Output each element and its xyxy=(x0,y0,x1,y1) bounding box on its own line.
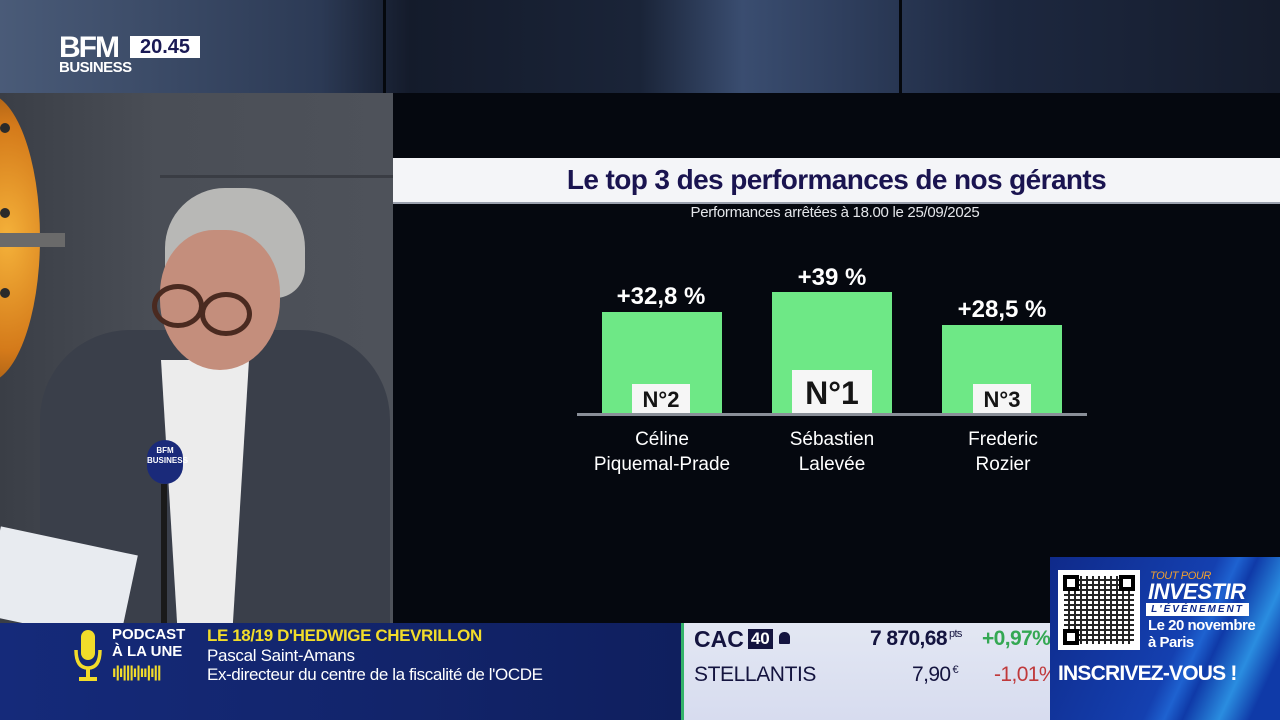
promo-date-line2: à Paris xyxy=(1148,634,1194,651)
bar-name-line1: Frederic xyxy=(968,429,1038,450)
chart-baseline xyxy=(577,413,1087,416)
qr-finder xyxy=(1119,575,1135,591)
microphone-icon: BFM BUSINESS xyxy=(147,440,188,484)
index-name: CAC 40 xyxy=(694,625,790,653)
screen-divider xyxy=(383,0,386,93)
bar-name-line1: Sébastien xyxy=(789,429,875,450)
guest-name: Pascal Saint-Amans xyxy=(207,646,355,665)
presenter-shirt xyxy=(161,360,249,630)
chart-title: Le top 3 des performances de nos gérants xyxy=(566,164,1107,195)
index-change: +0,97% xyxy=(982,627,1051,650)
clock: 20.45 xyxy=(130,36,200,58)
podcast-label-line1: PODCAST xyxy=(112,626,186,643)
stock-value-text: 7,90 xyxy=(912,663,951,686)
index-number-badge: 40 xyxy=(747,629,773,649)
stock-unit: € xyxy=(952,664,959,676)
rank-badge: N°2 xyxy=(632,384,690,414)
index-value-text: 7 870,68 xyxy=(870,627,948,650)
index-name-text: CAC xyxy=(694,626,744,652)
index-value: 7 870,68 pts xyxy=(870,627,962,651)
lock-icon xyxy=(778,632,790,644)
rank-badge: N°1 xyxy=(792,370,872,414)
promo-brand: INVESTIR xyxy=(1148,579,1246,604)
vault-bolt xyxy=(0,123,10,133)
stock-change: -1,01% xyxy=(994,663,1058,686)
bar-name-line1: Céline xyxy=(635,429,689,450)
vault-bolt xyxy=(0,288,10,298)
promo-date-line1: Le 20 novembre xyxy=(1148,617,1256,634)
bar-name-line2: Rozier xyxy=(975,454,1031,475)
promo-tag: L'ÉVÉNEMENT xyxy=(1146,603,1249,616)
podcast-label-line2: À LA UNE xyxy=(112,643,183,660)
podcast-microphone-icon xyxy=(72,628,104,689)
bar-value-label: +39 % xyxy=(797,264,867,291)
qr-code[interactable] xyxy=(1058,570,1140,650)
market-ticker xyxy=(681,623,1053,720)
stock-value: 7,90 € xyxy=(912,663,959,687)
wall-panel-line xyxy=(160,175,393,178)
qr-finder xyxy=(1063,575,1079,591)
chart-subtitle: Performances arrêtées à 18.00 le 25/09/2… xyxy=(690,204,980,221)
stock-name: STELLANTIS xyxy=(694,663,817,686)
bar-value-label: +32,8 % xyxy=(616,283,706,310)
vault-bolt xyxy=(0,208,10,218)
channel-logo: BFM BUSINESS xyxy=(59,31,132,76)
audio-wave-icon: ı|ı|||ı|ıı|ı|| xyxy=(112,664,161,681)
screen-divider xyxy=(899,0,902,93)
bar-name-line2: Lalevée xyxy=(798,454,866,475)
bar-name: Frederic Rozier xyxy=(893,427,1113,477)
qr-finder xyxy=(1063,629,1079,645)
promo-kicker: TOUT POUR xyxy=(1150,570,1211,582)
promo-date: Le 20 novembre à Paris xyxy=(1148,617,1256,651)
bar-name: Céline Piquemal-Prade xyxy=(552,427,772,477)
glasses-icon xyxy=(200,292,252,336)
top-band xyxy=(0,0,1280,93)
bar-value-label: +28,5 % xyxy=(957,296,1047,323)
bar-name-line2: Piquemal-Prade xyxy=(593,454,731,475)
show-title: LE 18/19 D'HEDWIGE CHEVRILLON xyxy=(207,626,482,645)
podcast-banner xyxy=(0,623,681,720)
vault-handle xyxy=(0,233,65,247)
microphone-stand xyxy=(161,484,167,624)
podcast-label: PODCAST À LA UNE xyxy=(112,626,185,660)
bar-name: Sébastien Lalevée xyxy=(722,427,942,477)
register-cta[interactable]: INSCRIVEZ-VOUS ! xyxy=(1058,662,1237,685)
chart-title-bar: Le top 3 des performances de nos gérants xyxy=(393,158,1280,204)
rank-badge: N°3 xyxy=(973,384,1031,414)
logo-bfm: BFM xyxy=(59,31,120,64)
guest-role: Ex-directeur du centre de la fiscalité d… xyxy=(207,665,543,684)
index-unit: pts xyxy=(948,628,962,640)
logo-business: BUSINESS xyxy=(59,59,132,76)
glasses-icon xyxy=(152,284,204,328)
